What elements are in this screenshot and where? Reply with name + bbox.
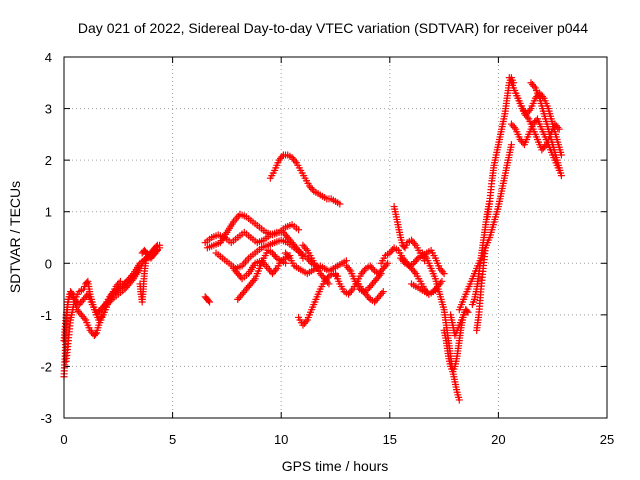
data-point [325, 280, 333, 288]
data-point [98, 313, 106, 321]
data-point [271, 252, 279, 260]
data-point [413, 256, 421, 264]
data-point [507, 141, 515, 149]
data-point [410, 240, 418, 248]
data-point [555, 125, 563, 133]
data-point [400, 258, 408, 266]
data-point [384, 259, 392, 267]
data-point [204, 297, 212, 305]
data-point [360, 266, 368, 274]
data-point [510, 123, 518, 131]
data-point [523, 113, 531, 121]
data-point [308, 185, 316, 193]
chart-title: Day 021 of 2022, Sidereal Day-to-day VTE… [78, 20, 588, 36]
data-point [122, 279, 130, 287]
y-tick-label: 3 [45, 102, 52, 117]
y-tick-label: 1 [45, 205, 52, 220]
data-point [153, 246, 161, 254]
data-point [302, 318, 310, 326]
data-point [282, 259, 290, 267]
data-point [91, 330, 99, 338]
data-point [115, 279, 123, 287]
y-tick-label: 0 [45, 256, 52, 271]
data-point [365, 294, 373, 302]
y-tick-label: -2 [40, 359, 52, 374]
data-point [291, 157, 299, 165]
y-tick-label: -3 [40, 411, 52, 426]
data-point [554, 123, 562, 131]
y-axis-label: SDTVAR / TECUs [7, 181, 23, 293]
data-point [410, 268, 418, 276]
data-point [278, 153, 286, 161]
data-points [60, 74, 565, 404]
data-point [152, 248, 160, 256]
data-point [345, 265, 353, 273]
x-tick-label: 15 [383, 432, 397, 447]
data-point [378, 289, 386, 297]
data-point [439, 268, 447, 276]
data-point [382, 261, 390, 269]
x-tick-label: 0 [60, 432, 67, 447]
data-point [369, 265, 377, 273]
data-point [271, 266, 279, 274]
y-tick-label: 4 [45, 50, 52, 65]
data-point [156, 241, 164, 249]
data-point [206, 298, 214, 306]
data-point [295, 226, 303, 234]
x-tick-label: 25 [600, 432, 614, 447]
data-point [109, 289, 117, 297]
data-point [557, 172, 565, 180]
data-point [336, 200, 344, 208]
data-point [284, 252, 292, 260]
x-tick-label: 20 [491, 432, 505, 447]
data-point [130, 271, 138, 279]
data-point [455, 396, 463, 404]
x-tick-label: 10 [274, 432, 288, 447]
data-point [421, 252, 429, 260]
data-point [302, 245, 310, 253]
data-point [463, 307, 471, 315]
data-point [324, 278, 332, 286]
data-point [80, 314, 88, 322]
y-tick-label: -1 [40, 308, 52, 323]
data-point [347, 287, 355, 295]
data-point [526, 106, 534, 114]
data-point [83, 279, 91, 287]
y-tick-label: 2 [45, 153, 52, 168]
data-point [541, 142, 549, 150]
x-tick-label: 5 [169, 432, 176, 447]
data-point [100, 302, 108, 310]
data-point [250, 276, 258, 284]
x-axis-label: GPS time / hours [282, 458, 389, 474]
data-point [132, 270, 140, 278]
data-point [440, 270, 448, 278]
data-point [379, 288, 387, 296]
data-point [376, 271, 384, 279]
data-point [530, 82, 538, 90]
data-point [481, 244, 489, 252]
grid-lines [64, 57, 607, 418]
data-point [464, 308, 472, 316]
plot-frame [63, 56, 608, 419]
data-point [116, 277, 124, 285]
data-point [377, 270, 385, 278]
